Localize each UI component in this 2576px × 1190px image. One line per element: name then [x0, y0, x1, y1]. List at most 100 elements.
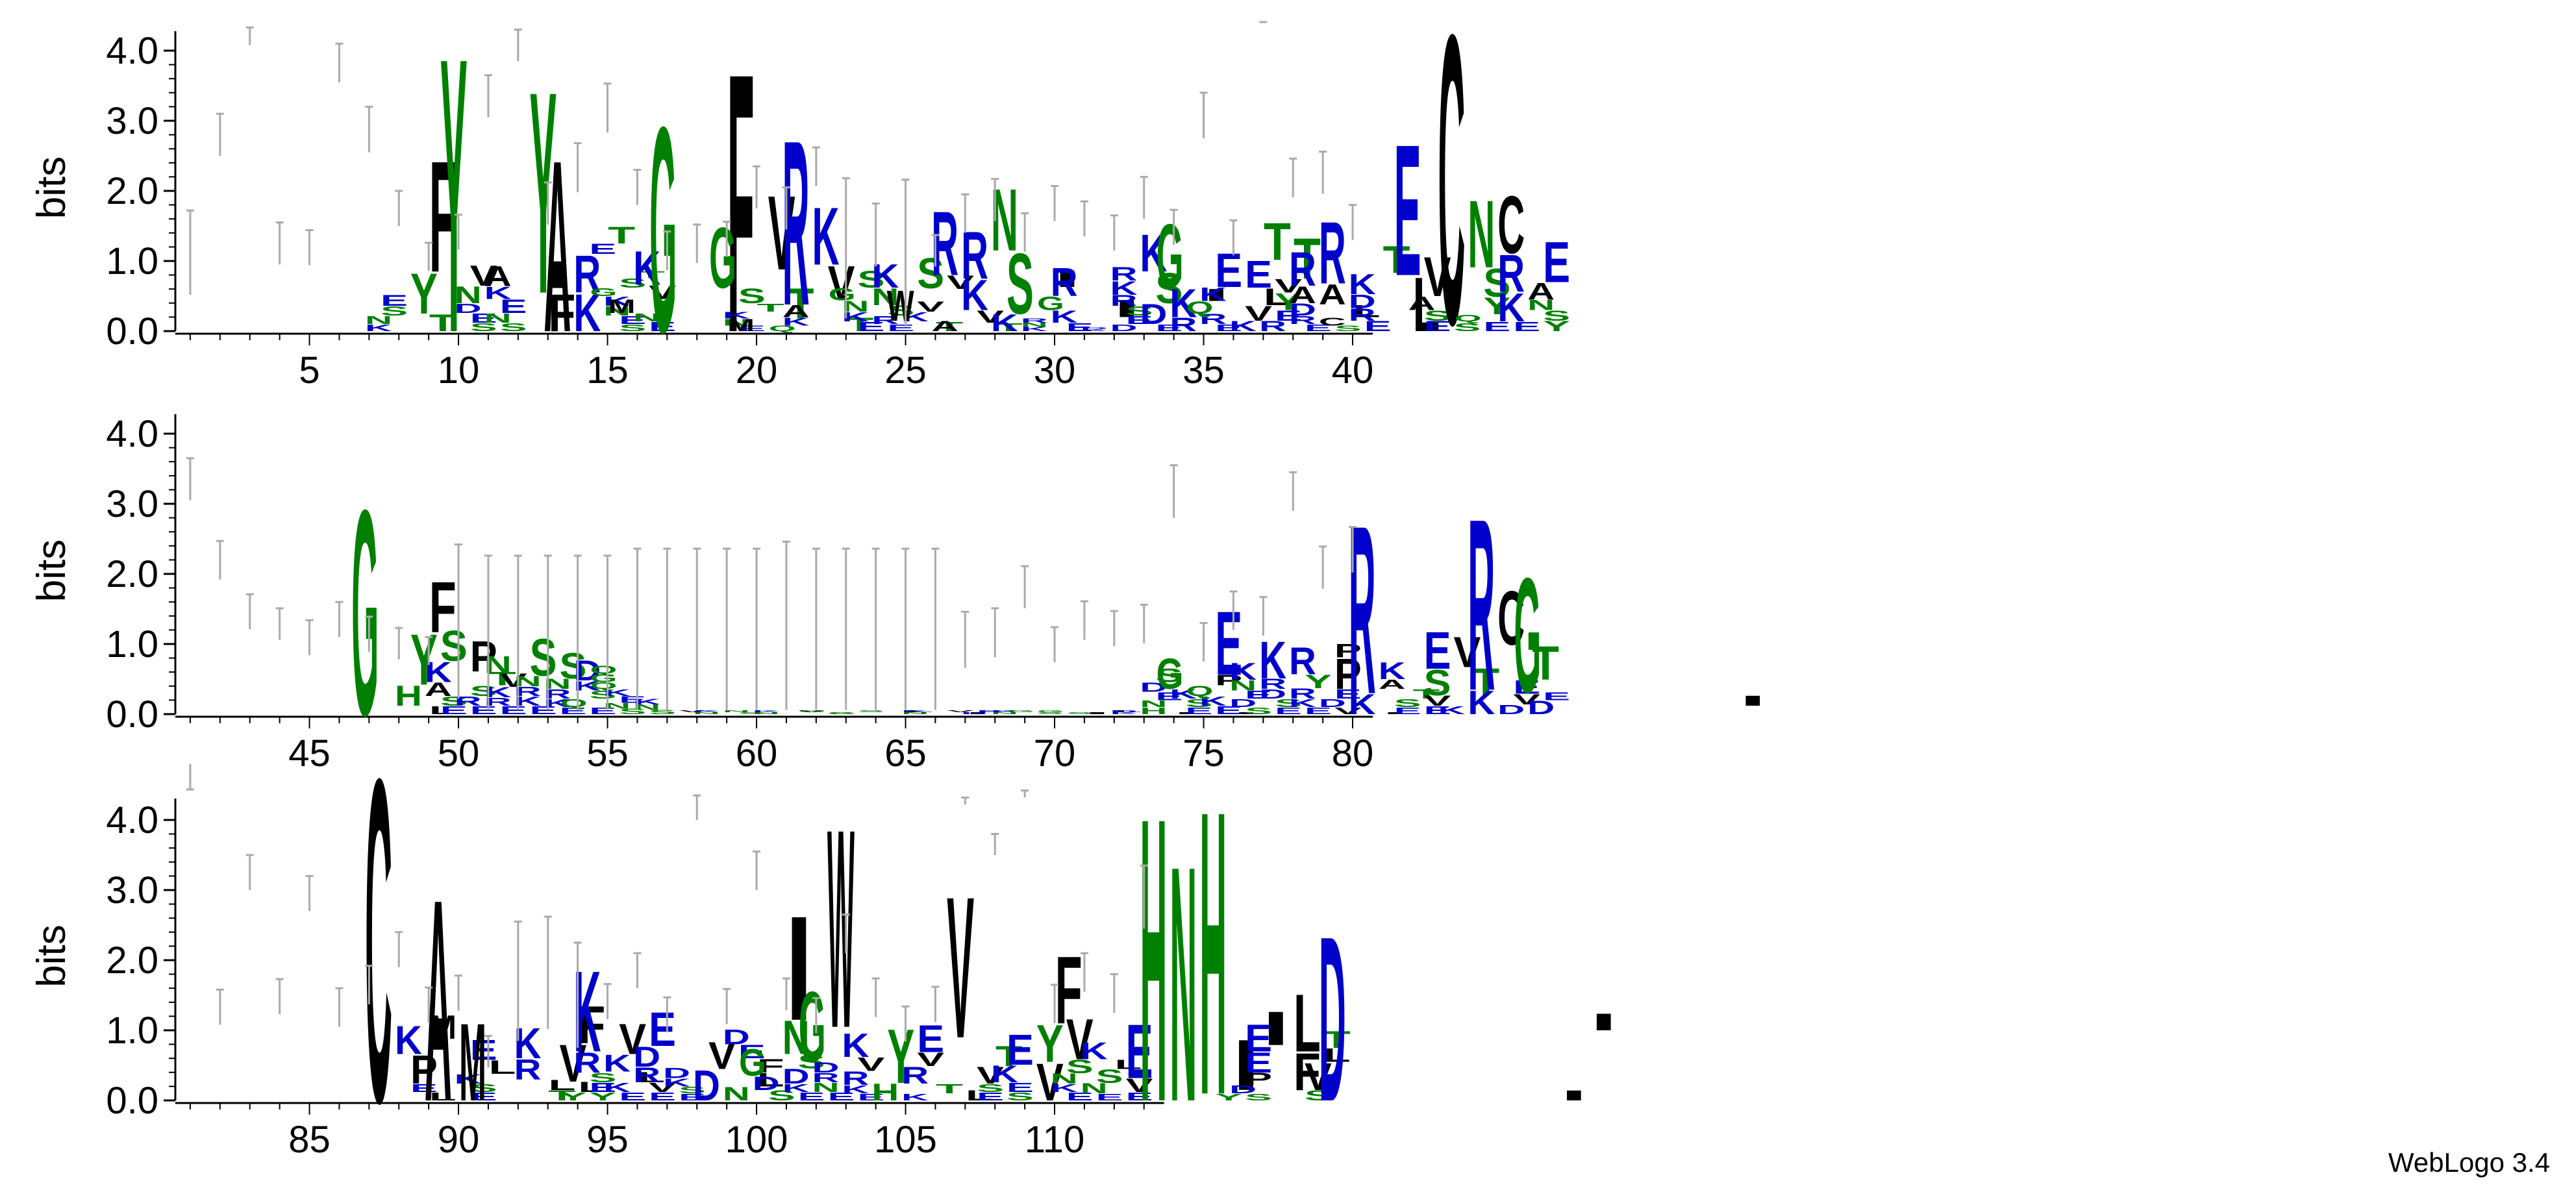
residue-E: E: [857, 319, 884, 334]
residue-S: S: [440, 621, 468, 670]
residue-R: R: [812, 1071, 840, 1085]
residue-T: T: [787, 280, 814, 328]
residue-V: V: [1036, 1053, 1064, 1112]
logo-column-66: KD: [931, 547, 1138, 715]
residue-V: V: [977, 1061, 1005, 1089]
residue-G: G: [829, 712, 856, 715]
residue-A: A: [484, 260, 512, 292]
residue-I: I: [1590, 1009, 1618, 1035]
residue-S: S: [887, 303, 914, 319]
residue-N: N: [991, 712, 1018, 715]
residue-I: I: [1054, 266, 1081, 292]
logo-column-62: NK: [812, 547, 1018, 715]
residue-K: K: [544, 697, 571, 710]
y-tick-label: 4.0: [106, 30, 158, 72]
residue-E: E: [1215, 593, 1242, 695]
residue-E: E: [1155, 323, 1182, 334]
residue-E: E: [1096, 1092, 1123, 1103]
residue-D: D: [1259, 687, 1286, 702]
residue-T: T: [995, 321, 1023, 334]
residue-V: V: [947, 854, 974, 1080]
residue-K: K: [1229, 318, 1257, 334]
residue-C: C: [1497, 575, 1525, 661]
logo-column-64: SG: [871, 547, 1094, 715]
logo-column-38: EQ YSN: [1289, 157, 1510, 334]
residue-V: V: [1126, 1075, 1153, 1097]
x-tick-label-70: 70: [1034, 732, 1076, 775]
residue-G: G: [1157, 650, 1184, 699]
residue-F: F: [727, 0, 755, 410]
residue-S: S: [1126, 304, 1153, 319]
residue-F: F: [578, 995, 605, 1054]
residue-K: K: [455, 1072, 482, 1087]
residue-Y: Y: [530, 32, 557, 354]
y-tick-label: 0.0: [106, 310, 158, 353]
y-tick-label: 3.0: [106, 100, 158, 142]
residue-Y: Y: [410, 262, 438, 326]
residue-D: D: [1349, 290, 1376, 312]
residue-E: E: [1126, 1009, 1153, 1095]
residue-R: R: [573, 245, 601, 304]
logo-column-37: SC: [1259, 0, 1481, 410]
residue-D: D: [693, 1061, 720, 1110]
x-tick-label-45: 45: [288, 732, 331, 775]
residue-K: K: [693, 710, 720, 713]
residue-F: F: [548, 283, 575, 342]
residue-D: D: [812, 1060, 840, 1076]
residue-N: N: [723, 317, 750, 327]
residue-N: N: [753, 712, 780, 715]
residue-D: D: [455, 301, 482, 316]
residue-M: M: [429, 1008, 456, 1046]
logo-column-92: DV: [514, 921, 736, 1110]
residue-Q: Q: [769, 325, 796, 333]
residue-W: W: [887, 282, 914, 330]
residue-K: K: [901, 710, 929, 713]
logo-column-65: IL: [901, 547, 1408, 715]
x-tick-label-100: 100: [725, 1119, 788, 1161]
residue-Y: Y: [1543, 318, 1570, 334]
residue-E: E: [470, 1090, 497, 1103]
residue-T: T: [1264, 212, 1291, 271]
residue-V: V: [649, 282, 676, 303]
residue-E: E: [1305, 323, 1332, 334]
x-tick-label-5: 5: [299, 349, 319, 391]
residue-N: N: [901, 712, 929, 715]
residue-L: L: [1413, 261, 1440, 347]
logo-column-14: M TIV: [573, 142, 1081, 335]
residue-E: E: [1215, 323, 1242, 334]
residue-Y: Y: [410, 620, 438, 700]
x-tick-label-40: 40: [1332, 349, 1374, 391]
residue-R: R: [1468, 468, 1495, 742]
residue-D: D: [1527, 697, 1555, 718]
residue-N: N: [871, 284, 899, 310]
residue-D: D: [633, 1041, 660, 1073]
residue-E: E: [887, 323, 914, 334]
residue-S: S: [1305, 1087, 1332, 1104]
residue-I: I: [1113, 295, 1140, 322]
residue-F: F: [1055, 937, 1082, 1044]
logo-column-35: LE: [1199, 92, 1440, 348]
residue-K: K: [1140, 223, 1167, 282]
residue-S: S: [559, 645, 586, 686]
residue-L: L: [1353, 302, 1381, 321]
residue-I: I: [1203, 285, 1230, 304]
residue-E: E: [1245, 1047, 1272, 1079]
